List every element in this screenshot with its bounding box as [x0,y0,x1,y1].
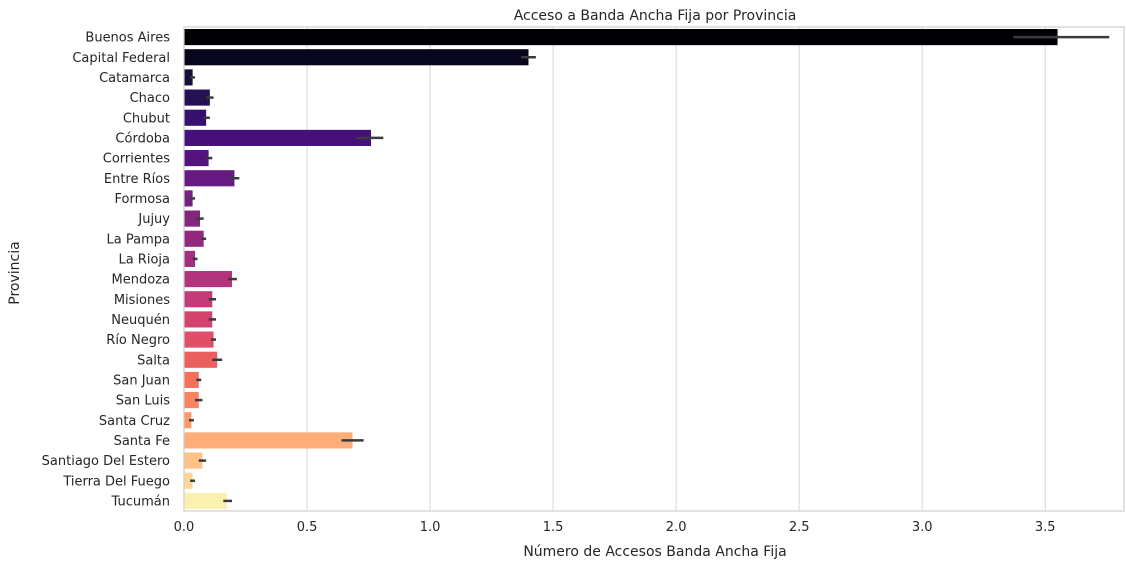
y-tick-label: San Juan [113,373,170,388]
y-tick-label: San Luis [116,394,170,409]
bar [184,331,214,348]
bar [184,311,213,328]
y-tick-label: Jujuy [137,212,170,227]
bar [184,472,193,489]
x-tick-label: 3.5 [1035,520,1056,535]
bar [184,69,193,86]
y-tick-label: La Pampa [107,232,170,247]
y-tick-label: Río Negro [106,333,170,348]
y-tick-label: La Rioja [118,252,170,267]
bar [184,170,235,187]
error-bars [188,35,1110,503]
bar [184,150,209,167]
x-tick-label: 0.0 [174,520,195,535]
bars [184,29,1058,509]
x-tick-label: 1.5 [543,520,564,535]
bar [184,109,207,126]
bar [184,351,218,368]
y-tick-label: Santa Fe [114,434,170,449]
bar [184,452,203,469]
y-tick-label: Buenos Aires [85,31,170,46]
bar [184,210,200,227]
y-tick-label: Córdoba [115,131,170,146]
bar [184,291,213,308]
y-tick-label: Catamarca [99,71,170,86]
y-tick-label: Tierra Del Fuego [62,474,170,489]
y-tick-label: Misiones [114,293,170,308]
x-tick-label: 1.0 [420,520,441,535]
plot-frame [183,26,1125,512]
y-axis-title: Provincia [7,241,23,304]
bar [184,371,199,388]
bar [184,89,210,106]
bar [184,230,204,247]
bar [184,392,199,409]
y-tick-labels: Buenos Aires Capital Federal Catamarca Chac… [42,31,171,510]
bar [184,412,192,429]
y-tick-label: Corrientes [103,152,170,167]
bar [184,49,529,66]
y-tick-label: Capital Federal [72,51,170,66]
y-tick-label: Chubut [123,111,170,126]
y-tick-label: Chaco [130,91,170,106]
bar [184,250,196,267]
y-tick-label: Santa Cruz [99,414,170,429]
x-tick-label: 2.0 [666,520,687,535]
bar [184,271,232,288]
y-tick-label: Santiago Del Estero [42,454,170,469]
y-tick-label: Mendoza [112,273,170,288]
bar [184,432,353,449]
bar [184,190,193,207]
chart-title: Acceso a Banda Ancha Fija por Provincia [514,8,797,24]
x-tick-label: 3.0 [912,520,933,535]
x-tick-label: 2.5 [789,520,810,535]
bar [184,492,228,509]
x-tick-labels: 0.0 0.5 1.0 1.5 2.0 2.5 3.0 3.5 [174,520,1056,535]
gridlines [183,27,1046,511]
y-tick-label: Formosa [115,192,170,207]
y-tick-label: Tucumán [111,494,170,509]
y-tick-label: Neuquén [111,313,170,328]
bar [184,129,372,146]
y-tick-label: Salta [137,353,170,368]
x-tick-label: 0.5 [297,520,318,535]
y-tick-label: Entre Ríos [104,172,170,187]
bar [184,29,1058,46]
x-axis-title: Número de Accesos Banda Ancha Fija [523,544,786,560]
